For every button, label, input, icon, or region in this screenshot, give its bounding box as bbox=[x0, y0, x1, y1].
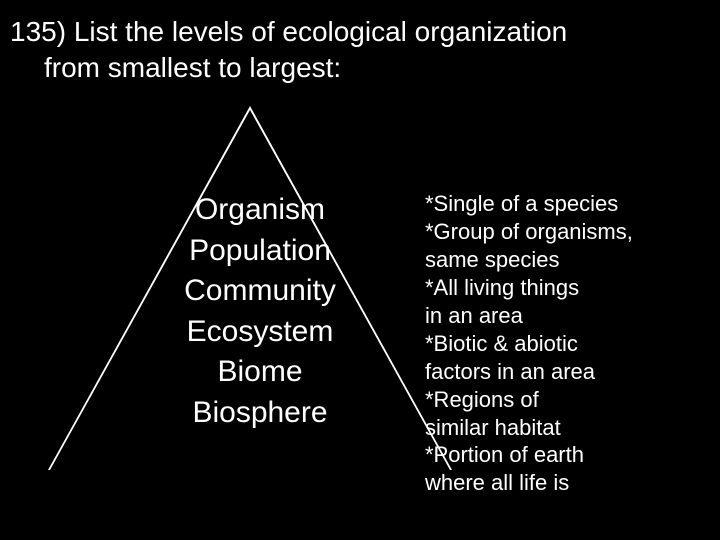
level-item: Community bbox=[170, 271, 350, 312]
level-item: Population bbox=[170, 231, 350, 272]
level-item: Organism bbox=[170, 190, 350, 231]
definition-line: *Regions of bbox=[425, 386, 715, 414]
definitions-list: *Single of a species *Group of organisms… bbox=[425, 190, 715, 497]
definition-line: *Single of a species bbox=[425, 190, 715, 218]
question-line-1: 135) List the levels of ecological organ… bbox=[10, 14, 710, 50]
definition-line: same species bbox=[425, 246, 715, 274]
level-item: Biome bbox=[170, 352, 350, 393]
level-item: Ecosystem bbox=[170, 312, 350, 353]
question-line-2: from smallest to largest: bbox=[10, 50, 710, 86]
definition-line: in an area bbox=[425, 302, 715, 330]
definition-line: where all life is bbox=[425, 469, 715, 497]
definition-line: *Portion of earth bbox=[425, 441, 715, 469]
question-text: 135) List the levels of ecological organ… bbox=[0, 0, 720, 87]
definition-line: *All living things bbox=[425, 274, 715, 302]
level-item: Biosphere bbox=[170, 393, 350, 434]
definition-line: similar habitat bbox=[425, 414, 715, 442]
definition-line: *Group of organisms, bbox=[425, 218, 715, 246]
definition-line: factors in an area bbox=[425, 358, 715, 386]
definition-line: *Biotic & abiotic bbox=[425, 330, 715, 358]
levels-list: Organism Population Community Ecosystem … bbox=[170, 190, 350, 433]
